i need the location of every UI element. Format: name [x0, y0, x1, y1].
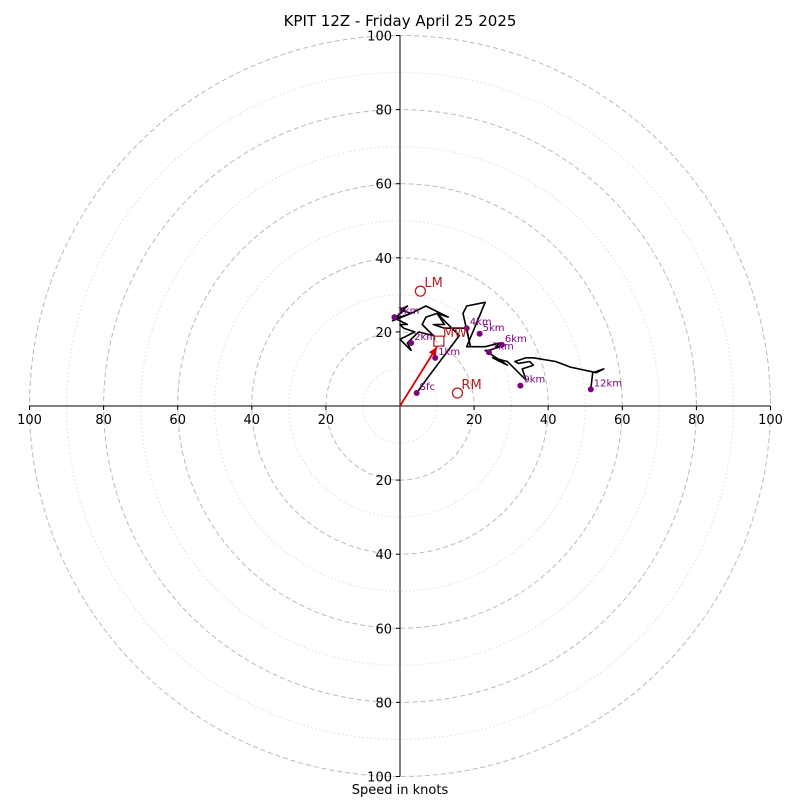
x-tick-label: 100	[17, 413, 42, 428]
shear-vector-arrowhead	[428, 346, 438, 357]
height-marker	[391, 314, 398, 321]
height-marker	[413, 390, 420, 397]
height-marker-label: 3km	[397, 306, 419, 317]
storm-motion-marker	[414, 285, 427, 297]
x-tick-label: 60	[614, 413, 631, 428]
storm-motion-label: LM	[424, 276, 442, 291]
y-tick-label: 60	[375, 178, 392, 193]
height-marker	[498, 341, 505, 348]
y-tick-label: 20	[375, 326, 392, 341]
x-tick-label: 20	[466, 413, 483, 428]
height-marker-label: 2km	[414, 332, 436, 343]
y-tick-label: 20	[375, 474, 392, 489]
height-marker	[432, 354, 439, 361]
storm-motion-label: RM	[461, 378, 481, 393]
height-marker-label: 9km	[523, 375, 545, 386]
height-marker-label: 4km	[470, 317, 492, 328]
x-tick-label: 40	[244, 413, 261, 428]
storm-motion-marker	[451, 387, 464, 399]
height-marker	[485, 349, 492, 356]
height-marker	[463, 325, 470, 332]
height-marker-label: Sfc	[420, 382, 435, 393]
x-axis-label: Speed in knots	[351, 783, 449, 798]
x-tick-label: 80	[688, 413, 705, 428]
x-tick-label: 60	[169, 413, 186, 428]
y-tick-label: 80	[375, 104, 392, 119]
height-marker	[476, 330, 483, 337]
height-marker-label: 7km	[492, 341, 514, 352]
height-marker-label: 1km	[438, 347, 460, 358]
height-marker	[408, 340, 415, 347]
height-marker-label: 5km	[483, 323, 505, 334]
y-tick-label: 100	[367, 771, 392, 786]
wind-trace-line	[391, 301, 605, 394]
y-tick-label: 60	[375, 622, 392, 637]
x-tick-label: 20	[318, 413, 335, 428]
x-tick-label: 40	[540, 413, 557, 428]
height-marker	[517, 382, 524, 389]
x-tick-label: 100	[758, 413, 783, 428]
x-tick-label: 80	[95, 413, 112, 428]
height-marker-label: 6km	[505, 334, 527, 345]
height-marker-label: 12km	[594, 378, 622, 389]
chart-title: KPIT 12Z - Friday April 25 2025	[283, 12, 517, 30]
y-tick-label: 40	[375, 252, 392, 267]
y-tick-label: 80	[375, 696, 392, 711]
y-tick-label: 40	[375, 548, 392, 563]
y-tick-label: 100	[367, 30, 392, 45]
storm-motion-label: MW	[443, 326, 467, 341]
height-marker	[587, 386, 594, 393]
mean-wind-marker	[433, 335, 445, 347]
shear-vector-line	[399, 346, 438, 407]
